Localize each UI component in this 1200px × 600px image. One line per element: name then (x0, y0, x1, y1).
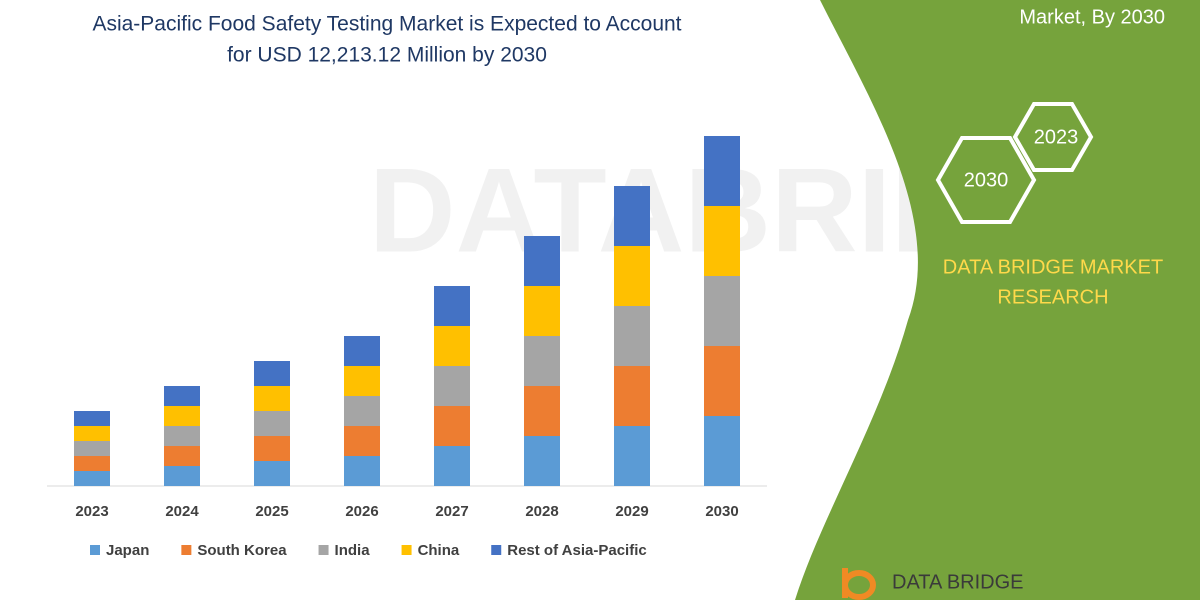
x-tick-label: 2025 (255, 503, 288, 520)
brand-text: RESEARCH (997, 286, 1108, 308)
hexagon (1012, 102, 1094, 172)
bar-segment (614, 246, 650, 306)
bar-segment (524, 386, 560, 436)
bar-segment (74, 426, 110, 441)
bar-segment (704, 276, 740, 346)
bar-segment (614, 306, 650, 366)
bar-segment (704, 416, 740, 486)
bar-segment (524, 336, 560, 386)
chart-title: Asia-Pacific Food Safety Testing Market … (92, 13, 681, 36)
bar-segment (524, 436, 560, 486)
bar-segment (524, 236, 560, 286)
bar-segment (434, 446, 470, 486)
bar-segment (74, 456, 110, 471)
bar-segment (704, 136, 740, 206)
bar-segment (344, 426, 380, 456)
x-tick-label: 2023 (75, 503, 108, 520)
x-tick-label: 2030 (705, 503, 738, 520)
legend-label: South Korea (197, 542, 287, 559)
legend-swatch (401, 545, 412, 555)
bar-segment (344, 396, 380, 426)
bar-segment (704, 346, 740, 416)
bar-segment (164, 386, 200, 406)
bar-segment (614, 186, 650, 246)
bar-segment (254, 386, 290, 411)
bar-segment (434, 406, 470, 446)
bar-segment (344, 456, 380, 486)
legend-swatch (90, 545, 100, 555)
bar-segment (164, 426, 200, 446)
legend-swatch (181, 545, 192, 555)
bar-segment (254, 361, 290, 386)
bar-segment (434, 286, 470, 326)
x-tick-label: 2024 (165, 503, 199, 520)
bar-segment (74, 411, 110, 426)
bar-segment (164, 446, 200, 466)
bar-segment (434, 366, 470, 406)
bar-segment (164, 406, 200, 426)
legend-label: India (335, 542, 371, 559)
hexagon-label: 2030 (964, 169, 1009, 191)
hexagon (935, 136, 1037, 224)
chart-title: for USD 12,213.12 Million by 2030 (227, 44, 547, 67)
bar-segment (704, 206, 740, 276)
bar-segment (344, 336, 380, 366)
legend-swatch (491, 545, 502, 555)
x-tick-label: 2028 (525, 503, 558, 520)
legend-label: Rest of Asia-Pacific (507, 542, 647, 559)
bar-segment (344, 366, 380, 396)
brand-text: DATA BRIDGE MARKET (943, 256, 1163, 278)
x-tick-label: 2029 (615, 503, 648, 520)
bar-segment (614, 426, 650, 486)
bar-segment (164, 466, 200, 486)
x-tick-label: 2027 (435, 503, 468, 520)
hexagon-label: 2023 (1034, 126, 1079, 148)
bar-segment (254, 411, 290, 436)
logo-icon (842, 568, 877, 600)
legend-label: China (418, 542, 460, 559)
bar-segment (74, 441, 110, 456)
bar-segment (614, 366, 650, 426)
bar-segment (254, 436, 290, 461)
legend-swatch (318, 545, 329, 555)
side-panel (795, 0, 1200, 600)
bar-segment (74, 471, 110, 486)
bar-segment (524, 286, 560, 336)
bar-segment (254, 461, 290, 486)
bar-segment (434, 326, 470, 366)
x-tick-label: 2026 (345, 503, 378, 520)
logo-text: DATA BRIDGE (892, 571, 1024, 593)
legend-label: Japan (106, 542, 149, 559)
panel-heading: Market, By 2030 (1019, 6, 1165, 28)
